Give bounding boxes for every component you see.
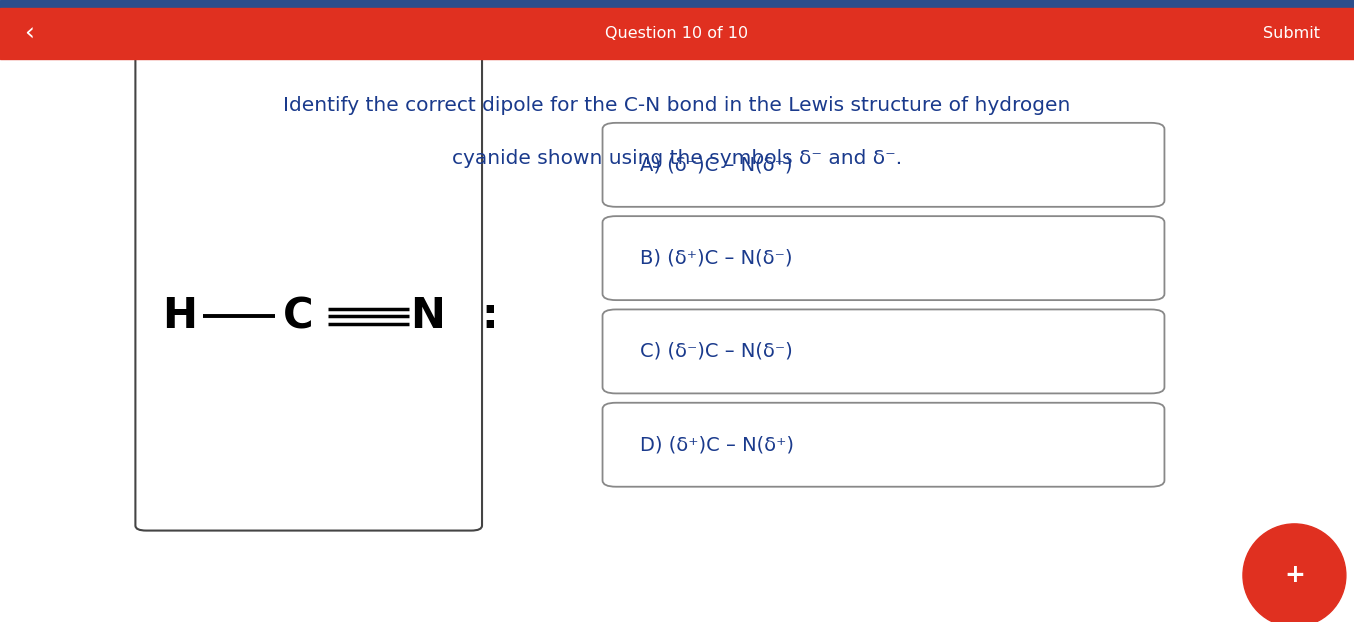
- Text: C) (δ⁻)C – N(δ⁻): C) (δ⁻)C – N(δ⁻): [640, 342, 793, 361]
- Text: Question 10 of 10: Question 10 of 10: [605, 26, 749, 41]
- Text: ‹: ‹: [24, 22, 34, 45]
- Text: N: N: [410, 295, 445, 337]
- Text: Identify the correct dipole for the C-N bond in the Lewis structure of hydrogen: Identify the correct dipole for the C-N …: [283, 96, 1071, 115]
- Ellipse shape: [1243, 524, 1346, 622]
- FancyBboxPatch shape: [603, 310, 1164, 394]
- Text: D) (δ⁺)C – N(δ⁺): D) (δ⁺)C – N(δ⁺): [640, 435, 795, 454]
- FancyBboxPatch shape: [603, 403, 1164, 487]
- Text: +: +: [1284, 564, 1305, 587]
- FancyBboxPatch shape: [603, 216, 1164, 300]
- Text: B) (δ⁺)C – N(δ⁻): B) (δ⁺)C – N(δ⁻): [640, 249, 793, 267]
- FancyBboxPatch shape: [603, 123, 1164, 207]
- Text: cyanide shown using the symbols δ⁻ and δ⁻.: cyanide shown using the symbols δ⁻ and δ…: [452, 149, 902, 168]
- Text: Submit: Submit: [1263, 26, 1320, 41]
- Text: A) (δ⁻)C – N(δ⁺): A) (δ⁻)C – N(δ⁺): [640, 156, 793, 174]
- Bar: [0, 0, 1354, 8]
- Text: H: H: [162, 295, 198, 337]
- FancyBboxPatch shape: [135, 45, 482, 531]
- Text: C: C: [283, 295, 313, 337]
- Bar: [0, 8, 1354, 59]
- Text: :: :: [482, 295, 498, 337]
